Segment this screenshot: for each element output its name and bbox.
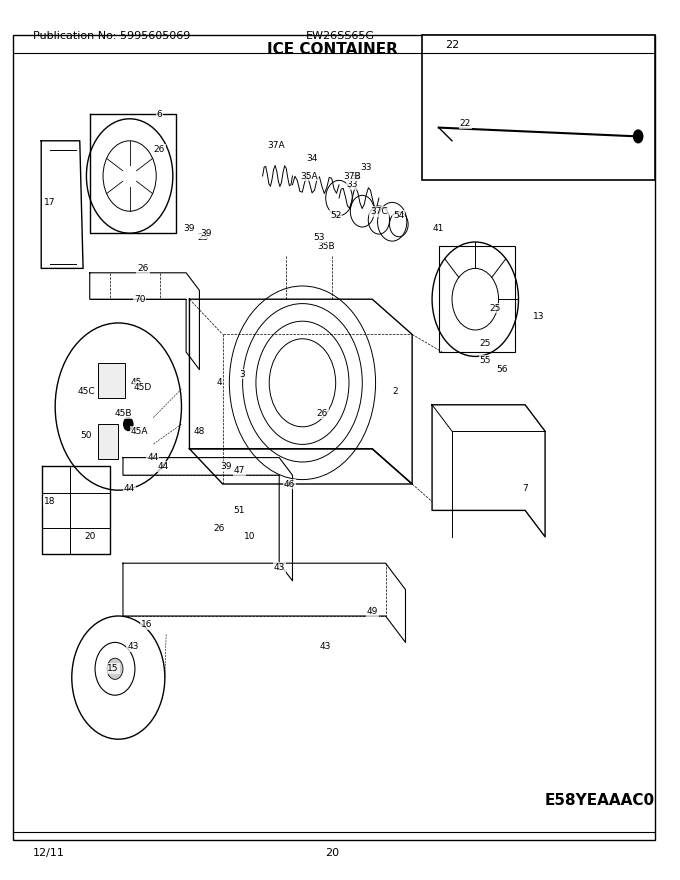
Text: 7: 7 bbox=[522, 484, 528, 493]
Text: 46: 46 bbox=[284, 480, 295, 488]
Text: 26: 26 bbox=[317, 409, 328, 418]
Text: 25: 25 bbox=[479, 339, 491, 348]
Text: 50: 50 bbox=[81, 431, 92, 440]
Text: 3: 3 bbox=[240, 370, 245, 378]
Text: 12/11: 12/11 bbox=[33, 848, 65, 858]
Text: ICE CONTAINER: ICE CONTAINER bbox=[267, 42, 398, 57]
Text: 34: 34 bbox=[350, 172, 361, 180]
Text: 44: 44 bbox=[124, 484, 135, 493]
Text: 48: 48 bbox=[194, 427, 205, 436]
Text: 54: 54 bbox=[393, 211, 405, 220]
Text: 13: 13 bbox=[532, 312, 544, 321]
Text: 22: 22 bbox=[445, 40, 459, 49]
Bar bbox=[99, 424, 118, 459]
Text: 15: 15 bbox=[107, 664, 119, 673]
Text: 18: 18 bbox=[44, 497, 56, 506]
Bar bbox=[439, 246, 515, 352]
Text: 26: 26 bbox=[214, 524, 225, 532]
Text: Publication No: 5995605069: Publication No: 5995605069 bbox=[33, 31, 190, 40]
Polygon shape bbox=[41, 141, 83, 268]
Text: 10: 10 bbox=[243, 532, 255, 541]
Text: 52: 52 bbox=[330, 211, 341, 220]
Text: 47: 47 bbox=[234, 466, 245, 475]
Circle shape bbox=[107, 658, 123, 679]
Text: 43: 43 bbox=[320, 642, 331, 651]
Text: 56: 56 bbox=[496, 365, 508, 374]
Polygon shape bbox=[42, 466, 109, 554]
Text: 51: 51 bbox=[233, 506, 245, 515]
Text: 17: 17 bbox=[44, 198, 56, 207]
Text: 45D: 45D bbox=[134, 383, 152, 392]
Text: 20: 20 bbox=[325, 848, 339, 858]
Text: 26: 26 bbox=[154, 145, 165, 154]
Bar bbox=[99, 363, 125, 398]
Text: 33: 33 bbox=[360, 163, 371, 172]
Text: 26: 26 bbox=[137, 264, 149, 273]
Text: 35A: 35A bbox=[301, 172, 318, 180]
Polygon shape bbox=[432, 405, 545, 537]
Bar bbox=[422, 35, 655, 180]
Text: 39: 39 bbox=[220, 462, 232, 471]
Text: 39: 39 bbox=[184, 224, 195, 233]
Text: 20: 20 bbox=[84, 532, 95, 541]
Text: E58YEAAAC0: E58YEAAAC0 bbox=[545, 793, 656, 808]
Text: 25: 25 bbox=[490, 304, 501, 312]
Text: 45C: 45C bbox=[78, 387, 95, 396]
Text: 44: 44 bbox=[148, 453, 158, 462]
Text: EW26SS65G: EW26SS65G bbox=[306, 31, 375, 40]
Text: 45B: 45B bbox=[114, 409, 132, 418]
Text: 39: 39 bbox=[201, 229, 211, 238]
Text: 37C: 37C bbox=[370, 207, 388, 216]
Text: 4: 4 bbox=[216, 378, 222, 387]
Text: 23: 23 bbox=[197, 233, 209, 242]
Circle shape bbox=[633, 129, 643, 143]
Text: 37A: 37A bbox=[267, 141, 285, 150]
Text: 43: 43 bbox=[127, 642, 139, 651]
Text: 43: 43 bbox=[273, 563, 285, 572]
Text: 34: 34 bbox=[307, 154, 318, 163]
Circle shape bbox=[123, 417, 133, 431]
Text: 45: 45 bbox=[131, 378, 142, 387]
Text: 49: 49 bbox=[367, 607, 378, 616]
Text: 35B: 35B bbox=[317, 242, 335, 251]
Text: 6: 6 bbox=[156, 110, 163, 119]
Text: 2: 2 bbox=[393, 387, 398, 396]
Text: 53: 53 bbox=[313, 233, 325, 242]
Text: 44: 44 bbox=[157, 462, 169, 471]
Text: 22: 22 bbox=[460, 119, 471, 128]
Text: 37B: 37B bbox=[343, 172, 361, 180]
Text: 45A: 45A bbox=[131, 427, 148, 436]
Text: 16: 16 bbox=[141, 620, 152, 629]
Text: 70: 70 bbox=[134, 295, 146, 304]
Text: 33: 33 bbox=[347, 180, 358, 189]
Text: 55: 55 bbox=[479, 356, 491, 365]
Text: 41: 41 bbox=[433, 224, 445, 233]
